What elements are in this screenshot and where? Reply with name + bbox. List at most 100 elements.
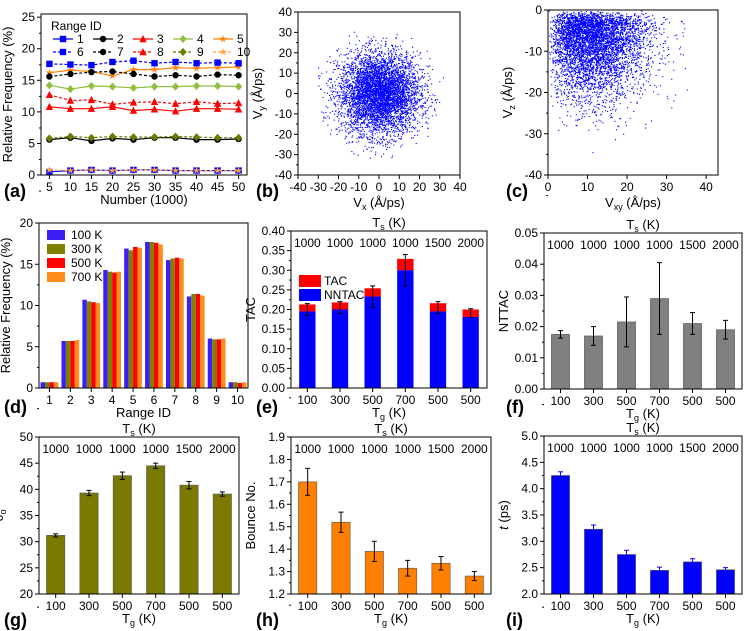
- data-point: [370, 100, 372, 102]
- data-point: [388, 71, 390, 73]
- data-point: [348, 92, 350, 94]
- data-point: [406, 90, 408, 92]
- data-point: [372, 126, 374, 128]
- data-point: [403, 73, 405, 75]
- data-point: [357, 78, 359, 80]
- data-point: [390, 85, 392, 87]
- data-point: [358, 112, 360, 114]
- data-point: [364, 85, 366, 87]
- data-point: [375, 89, 377, 91]
- data-point: [408, 67, 410, 69]
- data-point: [398, 123, 400, 125]
- data-point: [413, 102, 415, 104]
- data-point: [365, 108, 367, 110]
- data-point: [378, 95, 380, 97]
- data-point: [377, 73, 379, 75]
- legend-title: Range ID: [51, 19, 102, 33]
- data-point: [343, 76, 345, 78]
- data-point: [358, 55, 360, 57]
- data-point: [417, 134, 419, 136]
- data-point: [379, 90, 381, 92]
- data-point: [389, 109, 391, 111]
- data-point: [416, 71, 418, 73]
- data-point: [345, 79, 347, 81]
- data-point: [407, 128, 409, 130]
- data-point: [391, 76, 393, 78]
- data-point: [382, 120, 384, 122]
- data-point: [379, 68, 381, 70]
- data-point: [375, 127, 377, 129]
- data-point: [408, 63, 410, 65]
- data-point: [395, 111, 397, 113]
- data-point: [355, 105, 357, 107]
- data-point: [343, 91, 345, 93]
- data-point: [399, 88, 401, 90]
- data-point: [376, 97, 378, 99]
- data-point: [391, 77, 393, 79]
- data-point: [401, 127, 403, 129]
- data-point: [345, 71, 347, 73]
- data-point: [359, 54, 361, 56]
- data-point: [362, 92, 364, 94]
- data-point: [379, 76, 381, 78]
- data-point: [369, 107, 371, 109]
- data-point: [407, 62, 409, 64]
- data-point: [386, 82, 388, 84]
- data-point: [356, 89, 358, 91]
- data-point: [376, 98, 378, 100]
- data-point: [351, 51, 353, 53]
- data-point: [386, 62, 388, 64]
- data-point: [374, 50, 376, 52]
- data-point: [346, 89, 348, 91]
- data-point: [362, 116, 364, 118]
- data-point: [360, 88, 362, 90]
- data-point: [387, 89, 389, 91]
- data-point: [377, 55, 379, 57]
- data-point: [366, 88, 368, 90]
- data-point: [45, 165, 54, 174]
- data-point: [374, 98, 376, 100]
- data-point: [359, 133, 361, 135]
- data-point: [409, 54, 411, 56]
- data-point: [373, 111, 375, 113]
- data-point: [367, 36, 369, 38]
- data-point: [382, 66, 384, 68]
- data-point: [359, 53, 361, 55]
- data-point: [393, 131, 395, 133]
- data-point: [391, 73, 393, 75]
- data-point: [377, 106, 379, 108]
- data-point: [371, 98, 373, 100]
- data-point: [375, 81, 377, 83]
- data-point: [380, 121, 382, 123]
- data-point: [373, 86, 375, 88]
- data-point: [376, 99, 378, 101]
- data-point: [382, 119, 384, 121]
- data-point: [399, 108, 401, 110]
- data-point: [413, 88, 415, 90]
- data-point: [370, 66, 372, 68]
- data-point: [427, 110, 429, 112]
- data-point: [399, 83, 401, 85]
- data-point: [395, 52, 397, 54]
- data-point: [373, 122, 375, 124]
- data-point: [363, 57, 365, 59]
- data-point: [376, 89, 378, 91]
- data-point: [358, 101, 360, 103]
- y-tick-label: -40: [275, 168, 293, 182]
- data-point: [406, 67, 408, 69]
- data-point: [385, 100, 387, 102]
- data-point: [356, 78, 358, 80]
- data-point: [417, 85, 419, 87]
- data-point: [374, 91, 376, 93]
- data-point: [356, 118, 358, 120]
- data-point: [420, 78, 422, 80]
- data-point: [368, 81, 370, 83]
- data-point: [380, 127, 382, 129]
- data-point: [355, 108, 357, 110]
- data-point: [354, 86, 356, 88]
- data-point: [373, 105, 375, 107]
- data-point: [376, 129, 378, 131]
- data-point: [370, 89, 372, 91]
- data-point: [387, 129, 389, 131]
- data-point: [385, 73, 387, 75]
